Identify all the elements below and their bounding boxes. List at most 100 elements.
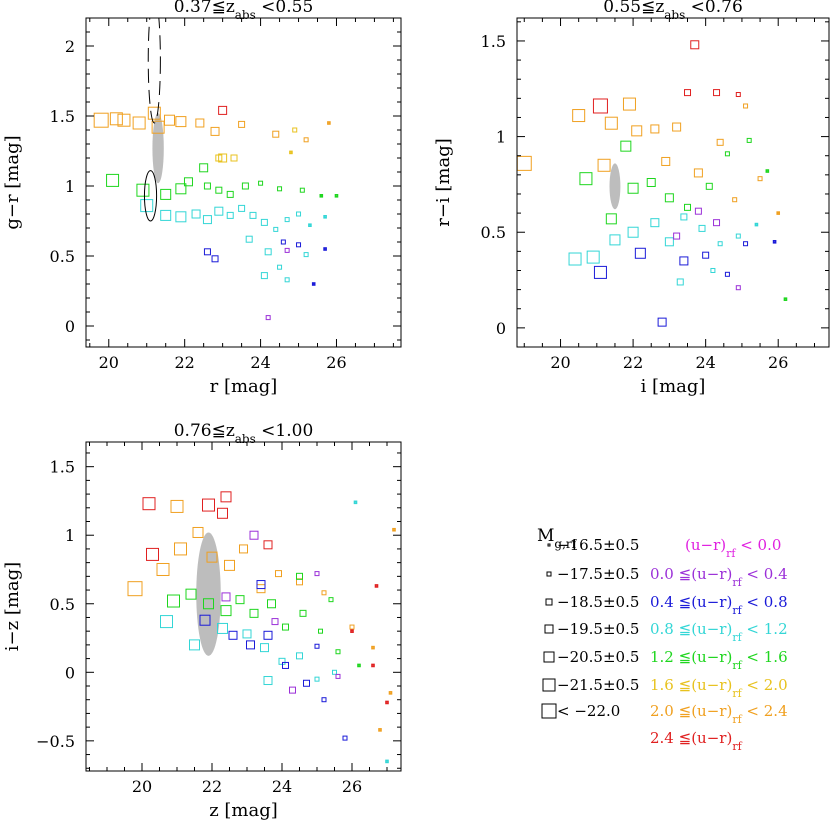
y-tick-label: −0.5 bbox=[36, 732, 75, 751]
dashed-contour bbox=[147, 18, 161, 124]
data-point bbox=[258, 180, 264, 186]
data-point bbox=[296, 572, 303, 580]
x-tick-label: 26 bbox=[342, 777, 362, 796]
data-point bbox=[303, 679, 310, 687]
x-tick-label: 24 bbox=[272, 777, 292, 796]
data-point bbox=[246, 640, 255, 650]
data-point bbox=[106, 173, 120, 187]
solid-contour bbox=[143, 170, 158, 222]
data-point bbox=[296, 652, 303, 660]
data-point bbox=[517, 155, 532, 171]
data-point bbox=[332, 669, 337, 675]
data-point bbox=[627, 226, 639, 238]
data-point bbox=[743, 241, 749, 247]
legend-size-marker bbox=[547, 543, 551, 547]
data-point bbox=[342, 735, 348, 741]
data-point bbox=[210, 126, 220, 136]
y-axis-label: r−i [mag] bbox=[433, 138, 454, 227]
data-point bbox=[245, 235, 253, 243]
data-point bbox=[735, 92, 741, 98]
data-point bbox=[698, 224, 706, 232]
data-point bbox=[321, 590, 327, 596]
data-point bbox=[260, 643, 269, 653]
x-tick-label: 22 bbox=[174, 353, 194, 372]
legend-size-label: −17.5±0.5 bbox=[557, 565, 639, 583]
data-point bbox=[392, 527, 396, 532]
data-point bbox=[657, 317, 667, 327]
y-tick-label: 0 bbox=[65, 317, 75, 336]
data-point bbox=[710, 267, 716, 273]
data-point bbox=[175, 116, 187, 128]
y-tick-label: 1 bbox=[496, 128, 506, 147]
data-point bbox=[327, 121, 331, 125]
data-point bbox=[371, 663, 375, 668]
legend-size-marker bbox=[543, 651, 555, 663]
data-point bbox=[275, 570, 282, 578]
data-point bbox=[684, 89, 692, 97]
data-point bbox=[604, 116, 618, 130]
data-point bbox=[296, 211, 302, 217]
data-point bbox=[272, 130, 280, 138]
data-point bbox=[170, 499, 184, 513]
data-point bbox=[308, 223, 312, 227]
data-points bbox=[517, 40, 788, 327]
data-point bbox=[140, 199, 154, 213]
legend-size-label: −20.5±0.5 bbox=[557, 648, 639, 666]
data-point bbox=[622, 97, 636, 111]
data-point bbox=[314, 643, 320, 649]
x-tick-label: 22 bbox=[623, 353, 643, 372]
legend-color-label: 2.0 ≦(u−r)rf < 2.4 bbox=[650, 702, 788, 726]
legend-size-label: −19.5±0.5 bbox=[557, 620, 639, 638]
data-point bbox=[783, 297, 788, 301]
data-point bbox=[224, 559, 235, 571]
data-point bbox=[664, 193, 674, 203]
data-points bbox=[127, 491, 396, 764]
data-point bbox=[249, 608, 259, 618]
panel-title: 0.55≦zabs <0.76 bbox=[603, 0, 743, 22]
data-point bbox=[314, 571, 320, 577]
legend-size-marker bbox=[545, 598, 553, 606]
data-point bbox=[199, 614, 211, 626]
panel-title: 0.76≦zabs <1.00 bbox=[174, 421, 314, 446]
data-point bbox=[264, 248, 272, 256]
data-point bbox=[218, 153, 228, 163]
data-point bbox=[160, 209, 172, 221]
data-point bbox=[661, 156, 671, 166]
data-point bbox=[672, 122, 682, 132]
data-point bbox=[679, 256, 689, 266]
data-point bbox=[203, 248, 211, 256]
data-point bbox=[263, 540, 273, 550]
y-tick-label: 2 bbox=[65, 37, 75, 56]
legend-size-label: < −22.0 bbox=[557, 702, 620, 720]
data-point bbox=[199, 163, 209, 173]
data-point bbox=[271, 618, 279, 626]
x-axis-label: r [mag] bbox=[210, 376, 278, 397]
y-tick-label: 1.5 bbox=[50, 458, 75, 477]
data-point bbox=[335, 649, 341, 655]
data-point bbox=[156, 562, 170, 576]
data-point bbox=[713, 89, 721, 97]
data-point bbox=[620, 140, 632, 152]
data-point bbox=[202, 215, 212, 225]
plot-frame bbox=[85, 441, 402, 772]
data-point bbox=[357, 663, 361, 668]
panel-title: 0.37≦zabs <0.55 bbox=[174, 0, 314, 22]
data-point bbox=[605, 213, 617, 225]
data-point bbox=[634, 247, 646, 259]
data-point bbox=[282, 661, 289, 669]
data-point bbox=[765, 169, 770, 173]
data-point bbox=[242, 629, 252, 639]
data-point bbox=[203, 182, 211, 190]
y-tick-label: 1.5 bbox=[50, 107, 75, 126]
shaded-ellipse bbox=[152, 113, 164, 184]
data-point bbox=[284, 217, 290, 223]
x-tick-label: 26 bbox=[326, 353, 346, 372]
y-tick-label: 0.5 bbox=[50, 595, 75, 614]
data-point bbox=[142, 497, 156, 511]
data-point bbox=[374, 584, 379, 588]
data-point bbox=[282, 623, 289, 631]
data-point bbox=[303, 252, 309, 258]
y-tick-label: 1.5 bbox=[481, 32, 506, 51]
data-point bbox=[192, 526, 204, 538]
